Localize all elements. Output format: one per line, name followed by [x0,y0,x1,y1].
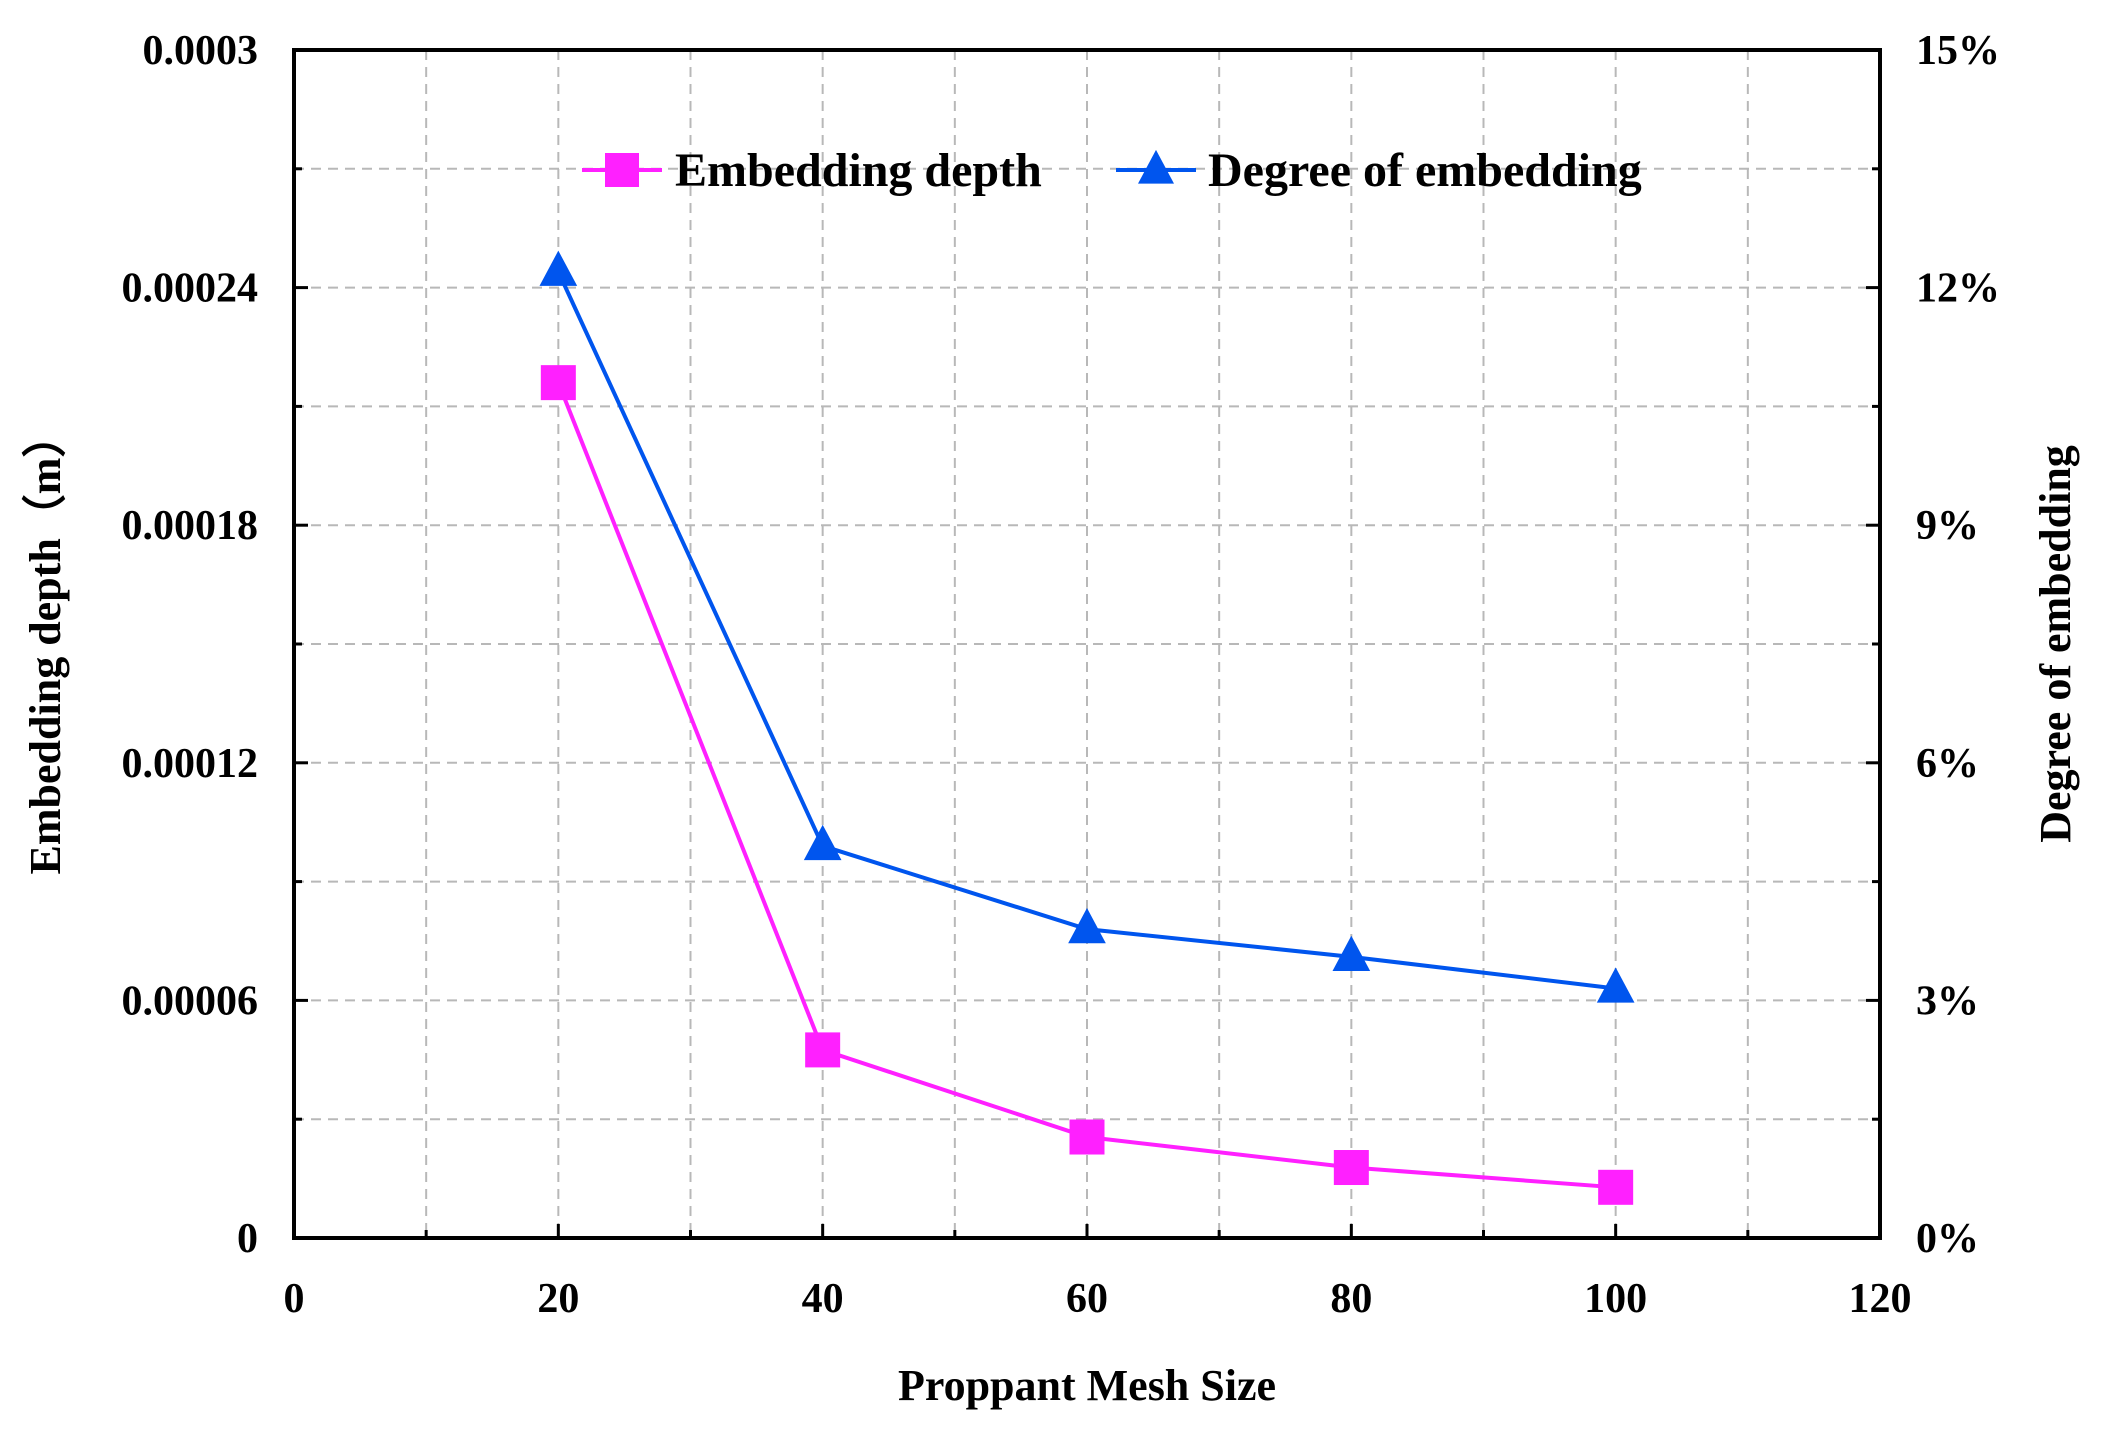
right-y-tick-label: 15% [1916,28,2000,74]
x-tick-label: 60 [1066,1276,1108,1322]
x-tick-label: 80 [1330,1276,1372,1322]
left-y-axis-title: Embedding depth（m） [21,414,70,875]
x-axis-title: Proppant Mesh Size [898,1361,1276,1410]
data-point-degree-of-embedding [803,824,842,861]
right-y-axis-title: Degree of embedding [2031,445,2080,843]
tick-marks [292,48,1882,1240]
x-tick-label: 20 [537,1276,579,1322]
left-y-tick-label: 0.00024 [122,266,259,312]
legend-label-embedding-depth: Embedding depth [675,144,1042,197]
x-tick-label: 100 [1584,1276,1647,1322]
data-point-embedding-depth [1598,1169,1634,1205]
x-tick-labels: 0 20 40 60 80 100 120 [284,1276,1912,1322]
left-y-tick-label: 0.00006 [122,978,259,1024]
right-y-tick-label: 6% [1916,741,1979,787]
left-y-tick-label: 0.0003 [143,28,259,74]
data-point-degree-of-embedding [1596,967,1635,1003]
legend: Embedding depth Degree of embedding [582,144,1642,197]
x-tick-label: 120 [1849,1276,1912,1322]
left-y-tick-label: 0.00012 [122,741,259,787]
left-y-tick-label: 0.00018 [122,503,259,549]
right-y-tick-label: 0% [1916,1216,1979,1262]
series-layer [539,250,1635,1205]
legend-marker-degree-of-embedding [1138,149,1174,184]
data-point-embedding-depth [1069,1119,1105,1155]
right-y-tick-label: 9% [1916,503,1979,549]
left-y-tick-label: 0 [237,1216,258,1262]
right-y-tick-label: 12% [1916,266,2000,312]
grid [294,50,1880,1238]
legend-label-degree-of-embedding: Degree of embedding [1208,144,1642,197]
data-point-embedding-depth [805,1032,841,1068]
data-point-degree-of-embedding [1068,907,1106,944]
right-y-tick-label: 3% [1916,978,1979,1024]
data-point-degree-of-embedding [539,250,578,286]
data-point-embedding-depth [1333,1150,1369,1186]
legend-marker-embedding-depth [605,153,639,187]
right-y-tick-labels: 0% 3% 6% 9% 12% 15% [1916,28,2000,1262]
left-y-tick-labels: 0 0.00006 0.00012 0.00018 0.00024 0.0003 [122,28,259,1262]
data-point-embedding-depth [540,365,576,401]
x-tick-label: 40 [802,1276,844,1322]
x-tick-label: 0 [284,1276,305,1322]
data-point-degree-of-embedding [1332,935,1371,971]
